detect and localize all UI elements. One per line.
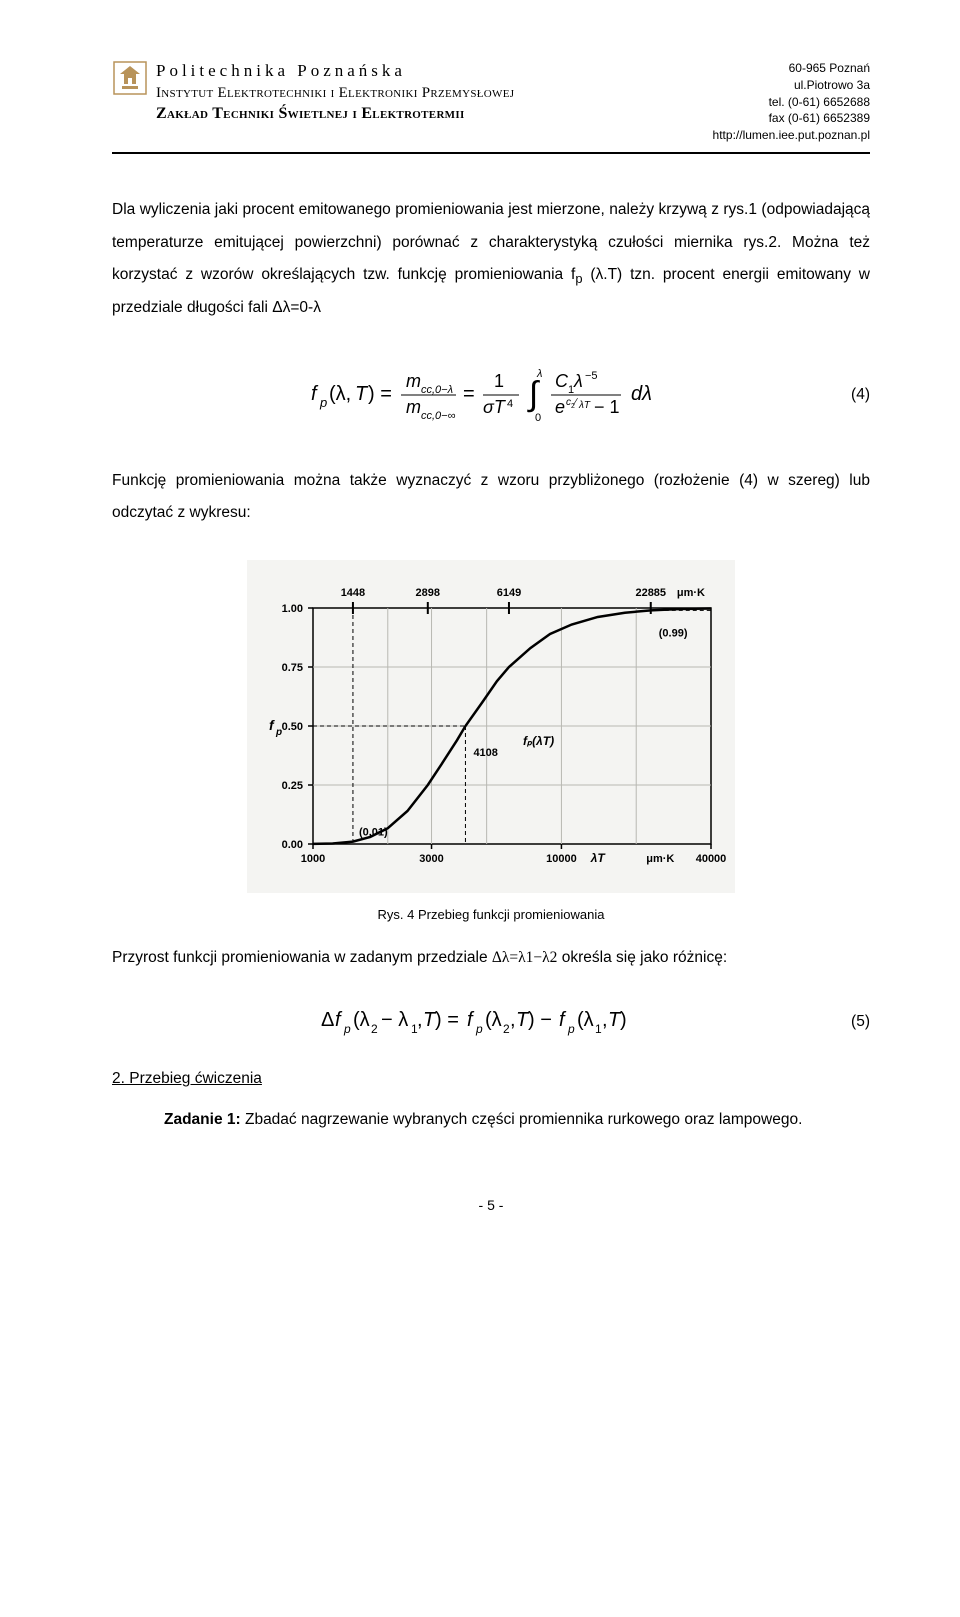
svg-text:dλ: dλ — [631, 383, 652, 405]
page-header: Politechnika Poznańska Instytut Elektrot… — [112, 60, 870, 154]
svg-text:(λ,: (λ, — [329, 383, 351, 405]
university-logo-icon — [112, 60, 148, 96]
svg-text:λT: λT — [578, 400, 591, 411]
header-address: 60-965 Poznań ul.Piotrowo 3a tel. (0-61)… — [713, 60, 870, 144]
equation-4-number: (4) — [851, 386, 870, 404]
svg-text:2: 2 — [503, 1022, 510, 1036]
svg-text:(λ: (λ — [577, 1009, 594, 1031]
para3-delta: Δλ=λ1−λ2 — [492, 949, 558, 966]
addr-line: tel. (0-61) 6652688 — [713, 94, 870, 111]
svg-text:f: f — [335, 1009, 343, 1031]
svg-text:3000: 3000 — [419, 853, 443, 865]
svg-text:) =: ) = — [435, 1009, 459, 1031]
page-number: - 5 - — [112, 1197, 870, 1213]
svg-text:): ) — [620, 1009, 627, 1031]
svg-text:(λ: (λ — [353, 1009, 370, 1031]
figure-4: 0.000.250.500.751.00fp100030001000040000… — [112, 560, 870, 922]
paragraph-3: Przyrost funkcji promieniowania w zadany… — [112, 942, 870, 975]
header-left: Politechnika Poznańska Instytut Elektrot… — [112, 60, 514, 125]
svg-text:− 1: − 1 — [594, 397, 620, 417]
svg-text:μm·K: μm·K — [646, 853, 674, 865]
svg-text:=: = — [463, 383, 475, 405]
svg-text:(0.01): (0.01) — [359, 827, 388, 839]
section-2-heading: 2. Przebieg ćwiczenia — [112, 1070, 870, 1088]
svg-text:1: 1 — [494, 371, 504, 391]
svg-text:f: f — [559, 1009, 567, 1031]
task-1-label: Zadanie 1: — [164, 1111, 241, 1128]
svg-text:1000: 1000 — [301, 853, 325, 865]
svg-text:2: 2 — [371, 1022, 378, 1036]
org-line-3: Zakład Techniki Świetlnej i Elektrotermi… — [156, 103, 514, 125]
svg-text:p: p — [343, 1022, 351, 1036]
svg-text:p: p — [567, 1022, 575, 1036]
addr-line: fax (0-61) 6652389 — [713, 110, 870, 127]
svg-text:fₚ(λT): fₚ(λT) — [523, 734, 554, 748]
svg-text:10000: 10000 — [546, 853, 577, 865]
svg-text:1: 1 — [595, 1022, 602, 1036]
svg-text:p: p — [319, 395, 327, 410]
svg-text:λ: λ — [536, 368, 542, 380]
addr-line: http://lumen.iee.put.poznan.pl — [713, 127, 870, 144]
equation-4-row: f p (λ, T ) = m cc,0−λ m cc,0−∞ = 1 σT 4… — [112, 355, 870, 435]
svg-text:0: 0 — [535, 412, 541, 424]
svg-text:− λ: − λ — [381, 1009, 408, 1031]
equation-5-row: Δ f p (λ 2 − λ 1 , T ) = f p (λ 2 , T ) … — [112, 1004, 870, 1040]
svg-text:cc,0−∞: cc,0−∞ — [421, 410, 456, 422]
svg-text:0.50: 0.50 — [282, 721, 303, 733]
svg-text:σT: σT — [483, 397, 507, 417]
svg-text:) =: ) = — [368, 383, 392, 405]
svg-text:1448: 1448 — [341, 587, 365, 599]
radiation-function-chart: 0.000.250.500.751.00fp100030001000040000… — [251, 564, 731, 884]
org-names: Politechnika Poznańska Instytut Elektrot… — [156, 60, 514, 125]
paragraph-1: Dla wyliczenia jaki procent emitowanego … — [112, 194, 870, 325]
chart-container: 0.000.250.500.751.00fp100030001000040000… — [247, 560, 735, 893]
svg-text:(0.99): (0.99) — [659, 627, 688, 639]
equation-4: f p (λ, T ) = m cc,0−λ m cc,0−∞ = 1 σT 4… — [311, 355, 671, 435]
svg-text:m: m — [406, 397, 421, 417]
svg-text:λ: λ — [573, 371, 583, 391]
svg-text:4: 4 — [507, 398, 513, 410]
svg-text:T: T — [355, 383, 369, 405]
svg-text:,: , — [510, 1009, 516, 1031]
svg-text:2898: 2898 — [416, 587, 440, 599]
svg-text:λT: λT — [590, 851, 607, 865]
svg-text:(λ: (λ — [485, 1009, 502, 1031]
para3a: Przyrost funkcji promieniowania w zadany… — [112, 949, 492, 966]
svg-text:0.75: 0.75 — [282, 662, 303, 674]
svg-text:μm·K: μm·K — [677, 587, 705, 599]
svg-text:∫: ∫ — [527, 375, 540, 413]
svg-text:1.00: 1.00 — [282, 603, 303, 615]
svg-text:0.00: 0.00 — [282, 839, 303, 851]
para3c: określa się jako różnicę: — [557, 949, 727, 966]
paragraph-2: Funkcję promieniowania można także wyzna… — [112, 465, 870, 530]
svg-text:4108: 4108 — [473, 747, 497, 759]
org-line-2: Instytut Elektrotechniki i Elektroniki P… — [156, 83, 514, 103]
svg-text:−5: −5 — [585, 370, 598, 382]
svg-text:p: p — [275, 727, 282, 738]
addr-line: 60-965 Poznań — [713, 60, 870, 77]
task-1-text: Zbadać nagrzewanie wybranych części prom… — [241, 1111, 803, 1128]
svg-text:e: e — [555, 397, 565, 417]
svg-text:m: m — [406, 371, 421, 391]
svg-text:f: f — [311, 383, 319, 405]
svg-text:C: C — [555, 371, 569, 391]
svg-text:f: f — [467, 1009, 475, 1031]
figure-4-caption: Rys. 4 Przebieg funkcji promieniowania — [112, 907, 870, 922]
svg-text:,: , — [602, 1009, 608, 1031]
addr-line: ul.Piotrowo 3a — [713, 77, 870, 94]
para1-sub: p — [575, 271, 582, 286]
svg-text:) −: ) − — [528, 1009, 552, 1031]
svg-text:cc,0−λ: cc,0−λ — [421, 384, 453, 396]
equation-5: Δ f p (λ 2 − λ 1 , T ) = f p (λ 2 , T ) … — [321, 1004, 661, 1040]
svg-text:40000: 40000 — [696, 853, 727, 865]
svg-text:p: p — [475, 1022, 483, 1036]
svg-text:0.25: 0.25 — [282, 780, 303, 792]
svg-text:22885: 22885 — [635, 587, 666, 599]
equation-5-number: (5) — [851, 1013, 870, 1031]
svg-text:Δ: Δ — [321, 1009, 334, 1031]
org-line-1: Politechnika Poznańska — [156, 60, 514, 83]
task-1: Zadanie 1: Zbadać nagrzewanie wybranych … — [112, 1104, 870, 1137]
svg-text:6149: 6149 — [497, 587, 521, 599]
svg-text:,: , — [417, 1009, 423, 1031]
